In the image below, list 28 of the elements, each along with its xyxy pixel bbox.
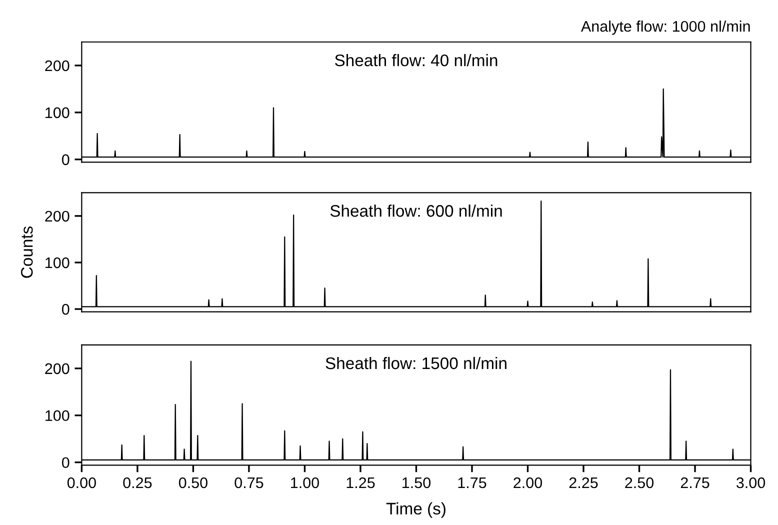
x-tick-label: 0.25 <box>123 477 152 488</box>
x-tick-label: 1.25 <box>346 477 375 488</box>
x-tick-label: 0.00 <box>67 477 96 488</box>
x-axis-title: Time (s) <box>386 502 446 518</box>
y-tick-label: 0 <box>62 304 70 315</box>
text: Sheath flow: 40 nl/min <box>335 54 498 66</box>
x-tick-label: 0.50 <box>178 477 208 488</box>
y-tick-label: 100 <box>46 107 70 118</box>
x-tick-label: 1.00 <box>291 477 319 488</box>
y-tick-label: 0 <box>62 154 70 166</box>
y-tick-label: 200 <box>45 363 70 374</box>
x-tick-label: 2.25 <box>569 477 598 488</box>
x-tick-label: 2.50 <box>625 477 654 488</box>
x-tick-label: 1.50 <box>402 477 430 488</box>
text: Sheath flow: 1500 nl/min <box>326 356 506 370</box>
x-tick-label: 2.75 <box>680 477 710 488</box>
y-axis-title: Counts <box>20 226 33 278</box>
text: Sheath flow: 600 nl/min <box>330 204 502 217</box>
y-tick-label: 200 <box>45 210 70 222</box>
text: Analyte flow: 1000 nl/min <box>580 20 750 35</box>
x-tick-label: 0.75 <box>234 477 264 488</box>
y-tick-label: 100 <box>46 257 70 268</box>
x-tick-label: 2.00 <box>514 477 542 488</box>
y-tick-label: 0 <box>62 457 70 468</box>
y-tick-label: 100 <box>46 410 70 422</box>
x-tick-label: 3.00 <box>736 477 766 488</box>
x-tick-label: 1.75 <box>458 478 486 488</box>
y-tick-label: 200 <box>45 60 70 72</box>
